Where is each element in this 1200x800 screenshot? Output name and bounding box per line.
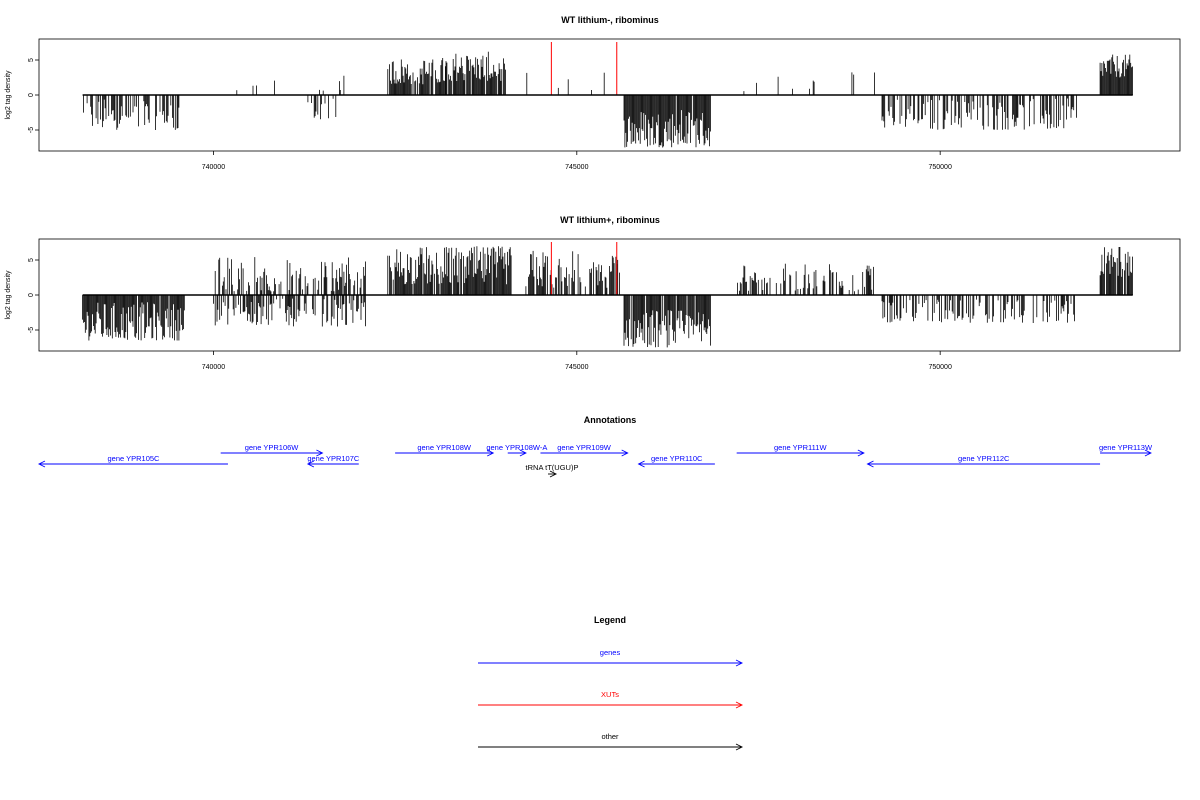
annotation-features: gene YPR105C gene YPR106W gene YPR107C gene… [37, 443, 1153, 478]
feature-arrowhead [37, 460, 46, 468]
feature-label: gene YPR109W [557, 443, 612, 452]
legend-label: other [601, 732, 619, 741]
y-axis: -5 0 5 [28, 258, 39, 333]
feature-arrowhead [1144, 449, 1152, 457]
panel-title: WT lithium-, ribominus [561, 15, 659, 25]
feature-arrowhead [621, 449, 629, 457]
feature-arrowhead [519, 449, 527, 457]
x-tick-label: 745000 [565, 364, 588, 371]
signal-bars [83, 51, 1133, 148]
signal-bars [82, 246, 1133, 348]
feature-label: gene YPR108W [417, 443, 472, 452]
feature-arrowhead [857, 449, 865, 457]
xut-markers [550, 242, 618, 295]
x-axis: 740000 745000 750000 [202, 151, 952, 171]
feature-label: tRNA tT(UGU)P [526, 463, 579, 472]
feature-arrowhead [549, 470, 558, 478]
y-tick-label: 5 [28, 58, 35, 62]
x-tick-label: 740000 [202, 364, 225, 371]
feature-label: gene YPR106W [245, 443, 300, 452]
annotations-title: Annotations [584, 415, 637, 425]
feature-label: gene YPR108W-A [486, 443, 547, 452]
feature-label: gene YPR110C [651, 454, 703, 463]
legend-arrowhead [735, 743, 744, 751]
legend: Legend genes XUTs other [478, 615, 744, 751]
y-tick-label: -5 [28, 327, 35, 333]
legend-arrowhead [735, 659, 744, 667]
feature-arrowhead [637, 460, 645, 468]
x-tick-label: 740000 [202, 164, 225, 171]
feature-arrowhead [487, 449, 495, 457]
feature-label: gene YPR107C [307, 454, 360, 463]
y-tick-label: 5 [28, 258, 35, 262]
panel-title: WT lithium+, ribominus [560, 215, 660, 225]
x-tick-label: 750000 [928, 364, 951, 371]
feature-label: gene YPR105C [107, 454, 160, 463]
panel-lithium-plus: WT lithium+, ribominus -5 0 5 740000 745000… [5, 215, 1181, 371]
y-axis-label: log2 tag density [5, 70, 12, 120]
legend-title: Legend [594, 615, 626, 625]
legend-items: genes XUTs other [478, 648, 744, 751]
feature-arrowhead [316, 449, 324, 457]
x-tick-label: 745000 [565, 164, 588, 171]
x-axis: 740000 745000 750000 [202, 351, 952, 371]
feature-label: gene YPR113W [1099, 443, 1153, 452]
x-tick-label: 750000 [928, 164, 951, 171]
y-tick-label: 0 [28, 293, 35, 297]
legend-label: XUTs [601, 690, 619, 699]
y-tick-label: 0 [28, 93, 35, 97]
y-tick-label: -5 [28, 127, 35, 133]
feature-arrowhead [306, 460, 315, 468]
xut-markers [550, 42, 618, 95]
legend-label: genes [600, 648, 621, 657]
legend-arrowhead [735, 701, 744, 709]
feature-arrowhead [866, 460, 874, 468]
feature-label: gene YPR112C [958, 454, 1010, 463]
feature-label: gene YPR111W [774, 443, 827, 452]
y-axis: -5 0 5 [28, 58, 39, 133]
y-axis-label: log2 tag density [5, 270, 12, 320]
panel-lithium-minus: WT lithium-, ribominus -5 0 5 740000 745000… [5, 15, 1181, 171]
